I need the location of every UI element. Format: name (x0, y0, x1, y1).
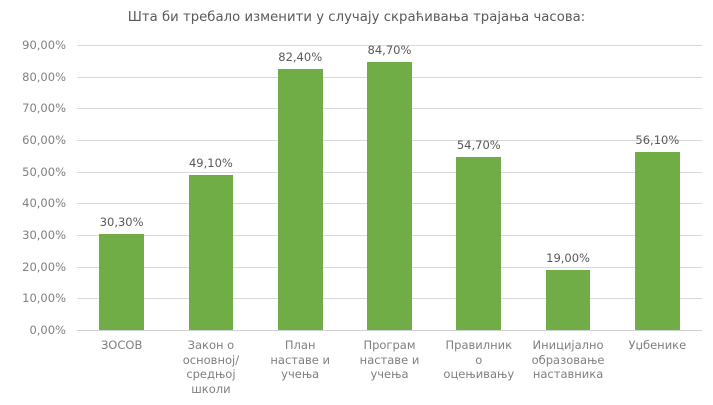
bar-value-label: 19,00% (546, 250, 590, 265)
gridline (77, 45, 702, 46)
y-axis-tick-label: 70,00% (22, 101, 66, 116)
y-axis-tick-label: 40,00% (22, 196, 66, 211)
bar-slot: 30,30% (77, 45, 166, 330)
gridline (77, 330, 702, 331)
bar-value-label: 54,70% (456, 137, 501, 152)
bar-slot: 82,40% (256, 45, 345, 330)
bar-value-label: 30,30% (99, 215, 144, 230)
y-axis-tick-label: 20,00% (22, 259, 66, 274)
y-axis-tick-label: 10,00% (22, 291, 66, 306)
bar[interactable] (277, 69, 323, 330)
y-axis-tick-label: 80,00% (22, 69, 66, 84)
bar[interactable] (367, 61, 412, 330)
bar[interactable] (545, 269, 591, 330)
x-axis-category-label: План наставе и учења (270, 338, 331, 381)
bar-value-label: 49,10% (188, 155, 233, 170)
x-axis-category-label: Програм наставе и учења (359, 338, 420, 381)
x-axis-category-label: Уџбенике (628, 338, 687, 352)
y-axis-tick-label: 0,00% (29, 323, 66, 337)
bar-slot: 49,10% (166, 45, 255, 330)
bar[interactable] (456, 156, 502, 330)
bar[interactable] (188, 174, 234, 330)
bar-slot: 19,00% (523, 45, 612, 330)
bar-slot: 56,10% (613, 45, 702, 330)
x-axis-category-label: Иницијално образовање наставника (531, 338, 605, 381)
bar-value-label: 56,10% (635, 133, 680, 148)
bar-slot: 84,70% (345, 42, 434, 330)
x-axis-category-label: ЗОСОВ (100, 338, 143, 352)
y-axis: 0,00% 10,00% 20,00% 30,00% 40,00% 50,00% 60,00… (0, 38, 72, 337)
y-axis-tick-label: 60,00% (22, 133, 66, 147)
bar-value-label: 84,70% (367, 42, 412, 57)
x-axis-category-label: Правилник о оцењивању (443, 338, 515, 381)
bars-layer: 30,30% 49,10% 82,40% 84,70% 54,70% 19,00% 56,1… (77, 42, 702, 330)
bar[interactable] (99, 234, 144, 330)
y-axis-tick-label: 30,00% (22, 228, 66, 242)
y-axis-tick-label: 50,00% (22, 164, 66, 179)
bar[interactable] (635, 152, 680, 330)
bar-slot: 54,70% (434, 45, 523, 330)
bar-value-label: 82,40% (278, 50, 323, 65)
chart-title: Шта би требало изменити у случају скраћи… (127, 10, 586, 25)
x-axis-category-label: Закон о основној/средњој школи (182, 338, 240, 396)
y-axis-tick-label: 90,00% (22, 38, 66, 52)
x-axis: ЗОСОВ Закон о основној/средњој школи План … (77, 334, 702, 405)
